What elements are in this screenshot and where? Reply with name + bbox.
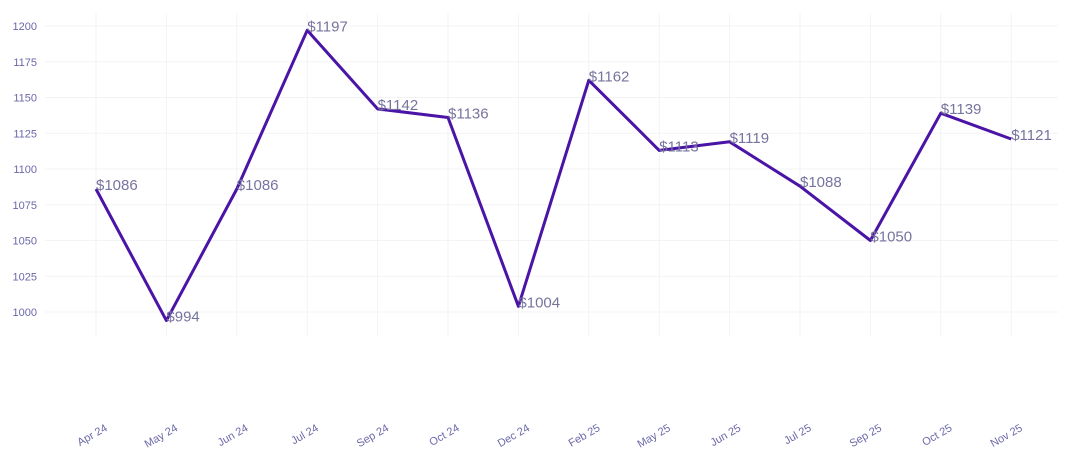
data-label: $1113 bbox=[659, 138, 699, 155]
data-label: $1050 bbox=[870, 229, 912, 246]
x-tick-label: Sep 24 bbox=[355, 422, 391, 450]
x-tick-label: Jun 25 bbox=[708, 422, 743, 449]
data-label: $1162 bbox=[589, 68, 630, 85]
x-tick-label: Jul 24 bbox=[289, 422, 320, 447]
series-line bbox=[94, 28, 1012, 323]
y-tick-label: 1050 bbox=[13, 236, 37, 248]
data-labels: $1086 $994 $1086 $1197 $1142 $1136 $1004 $1162 $… bbox=[96, 18, 1052, 325]
x-axis: Apr 24 May 24 Jun 24 Jul 24 Sep 24 Oct 24 Dec … bbox=[75, 422, 1024, 450]
grid bbox=[45, 13, 1058, 337]
x-tick-label: May 24 bbox=[143, 422, 180, 450]
x-tick-label: Oct 25 bbox=[920, 422, 954, 449]
data-label: $1139 bbox=[941, 101, 982, 118]
data-label: $994 bbox=[166, 309, 199, 326]
y-tick-label: 1175 bbox=[13, 57, 37, 69]
y-tick-label: 1200 bbox=[13, 21, 37, 33]
y-tick-label: 1150 bbox=[13, 93, 37, 105]
data-label: $1088 bbox=[800, 174, 842, 191]
x-tick-label: Dec 24 bbox=[496, 422, 532, 450]
data-label: $1142 bbox=[378, 97, 419, 114]
data-label: $1086 bbox=[96, 177, 138, 194]
y-tick-label: 1125 bbox=[13, 128, 37, 140]
x-tick-label: Sep 25 bbox=[848, 422, 884, 450]
x-tick-label: Feb 25 bbox=[567, 422, 603, 450]
x-tick-label: May 25 bbox=[635, 422, 672, 450]
data-label: $1197 bbox=[307, 18, 348, 35]
data-label: $1121 bbox=[1011, 127, 1052, 144]
y-tick-label: 1000 bbox=[13, 307, 37, 319]
x-tick-label: Apr 24 bbox=[75, 422, 109, 449]
y-tick-label: 1025 bbox=[13, 271, 37, 283]
x-tick-label: Jul 25 bbox=[782, 422, 813, 447]
x-tick-label: Jun 24 bbox=[216, 422, 251, 449]
data-label: $1119 bbox=[730, 130, 770, 147]
y-tick-label: 1100 bbox=[13, 164, 37, 176]
x-tick-label: Nov 25 bbox=[989, 422, 1025, 450]
data-label: $1136 bbox=[448, 106, 489, 123]
x-tick-label: Oct 24 bbox=[427, 422, 461, 449]
data-label: $1086 bbox=[237, 177, 279, 194]
y-axis: 1000 1025 1050 1075 1100 1125 1150 1175 1200 bbox=[13, 21, 37, 319]
y-tick-label: 1075 bbox=[13, 200, 37, 212]
data-label: $1004 bbox=[518, 294, 560, 311]
